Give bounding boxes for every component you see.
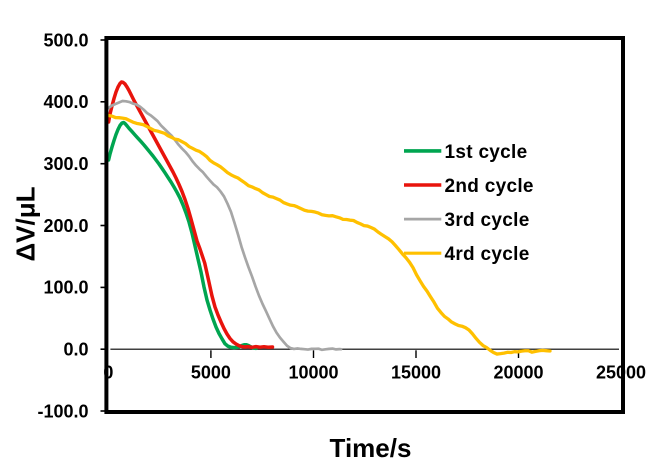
svg-text:400.0: 400.0 [43,92,88,112]
svg-text:10000: 10000 [288,363,338,383]
svg-text:15000: 15000 [391,363,441,383]
svg-text:300.0: 300.0 [43,154,88,174]
svg-text:25000: 25000 [596,363,646,383]
svg-text:-100.0: -100.0 [37,401,88,421]
svg-text:0: 0 [103,363,113,383]
svg-text:20000: 20000 [493,363,543,383]
svg-text:Time/s: Time/s [330,433,412,463]
svg-text:3rd cycle: 3rd cycle [445,210,530,231]
svg-text:500.0: 500.0 [43,30,88,50]
svg-text:4rd cycle: 4rd cycle [445,244,530,265]
svg-text:5000: 5000 [191,363,231,383]
svg-text:1st cycle: 1st cycle [445,142,528,163]
svg-text:200.0: 200.0 [43,216,88,236]
svg-text:ΔV/μL: ΔV/μL [11,186,41,261]
svg-text:2nd cycle: 2nd cycle [445,176,534,197]
svg-text:0.0: 0.0 [63,340,88,360]
svg-text:100.0: 100.0 [43,278,88,298]
